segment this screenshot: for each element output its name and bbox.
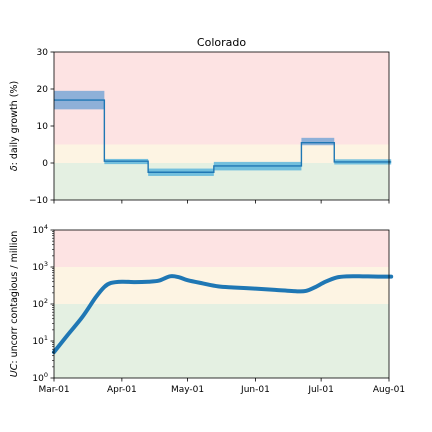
bot-band-low <box>54 304 389 378</box>
x-tick-label: Jul-01 <box>307 385 334 395</box>
top-panel-y-axis-label-symbol: δ <box>9 165 20 171</box>
bottom-panel-x-ticks: Mar-01 Apr-01 May-01 Jun-01 Jul-01 Aug-01 <box>38 378 405 395</box>
top-panel-y-axis-label: δ: daily growth (%) <box>9 81 20 171</box>
y-tick-label: 20 <box>37 85 49 95</box>
top-band-high <box>54 52 389 145</box>
confidence-band-segment <box>301 137 335 146</box>
y-tick-label: 30 <box>37 48 49 58</box>
top-panel-x-ticks <box>53 200 390 204</box>
y-tick-label: 101 <box>32 334 48 347</box>
top-panel-y-ticks: −10 0 10 20 30 <box>29 48 54 206</box>
bottom-panel-y-axis-label-text: : uncorr contagious / million <box>9 231 20 364</box>
bot-band-high <box>54 230 389 267</box>
bottom-panel-y-ticks: 100 101 102 103 104 <box>32 223 54 384</box>
bottom-panel-y-axis-label: UC: uncorr contagious / million <box>9 231 20 378</box>
top-panel-bands <box>54 52 389 200</box>
top-panel-title: Colorado <box>197 36 246 49</box>
y-tick-label: 104 <box>32 223 48 236</box>
x-tick-label: Jun-01 <box>240 385 270 395</box>
top-panel-growth-line <box>54 99 392 173</box>
x-tick-label: Apr-01 <box>107 385 137 395</box>
top-band-medium <box>54 144 389 163</box>
top-panel: −10 0 10 20 30 Colorado δ: daily growth (%) <box>9 36 392 206</box>
y-tick-label: 0 <box>42 159 48 169</box>
y-tick-label: 100 <box>32 371 48 384</box>
y-tick-label: 103 <box>32 260 48 273</box>
x-tick-label: May-01 <box>171 385 204 395</box>
bottom-panel-bands <box>54 230 389 378</box>
x-tick-label: Mar-01 <box>38 385 69 395</box>
bottom-panel: 100 101 102 103 104 Mar-01 Apr-01 May-01 Jun-01… <box>9 223 405 395</box>
y-tick-label: 102 <box>32 297 48 310</box>
top-panel-y-axis-label-text: : daily growth (%) <box>9 81 20 166</box>
x-tick-label: Aug-01 <box>373 385 405 395</box>
y-tick-label: 10 <box>37 122 49 132</box>
bottom-panel-y-axis-label-symbol: UC <box>9 363 20 377</box>
y-tick-label: −10 <box>29 196 48 206</box>
bottom-panel-contagious-line <box>52 274 394 355</box>
